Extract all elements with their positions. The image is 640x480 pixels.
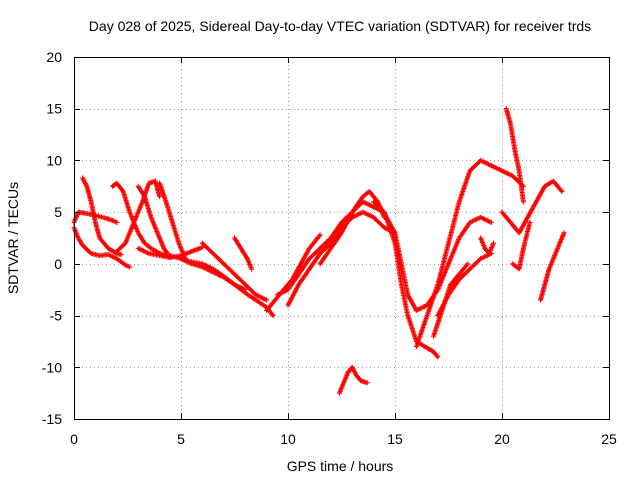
- data-point: [127, 264, 133, 270]
- data-series: [510, 219, 533, 272]
- data-point: [264, 297, 270, 303]
- chart-title: Day 028 of 2025, Sidereal Day-to-day VTE…: [89, 18, 591, 34]
- data-point: [249, 266, 255, 272]
- y-axis-label: SDTVAR / TECUs: [5, 182, 21, 294]
- data-series: [381, 209, 441, 360]
- x-tick-label: 15: [387, 431, 403, 447]
- data-point: [317, 232, 323, 238]
- data-point: [114, 219, 120, 225]
- y-tick-label: -15: [42, 411, 62, 427]
- data-series: [178, 256, 276, 319]
- x-tick-labels: 0 5 10 15 20 25: [70, 431, 617, 447]
- data-point: [118, 252, 124, 258]
- y-tick-label: -5: [50, 308, 63, 324]
- data-series: [199, 240, 270, 303]
- data-series: [264, 232, 323, 313]
- data-point: [527, 219, 533, 225]
- y-tick-label: 5: [54, 204, 62, 220]
- x-axis-label: GPS time / hours: [287, 458, 394, 474]
- x-tick-label: 20: [494, 431, 510, 447]
- data-series: [336, 364, 370, 396]
- y-tick-labels: -15 -10 -5 0 5 10 15 20: [42, 49, 62, 427]
- data-point-interp: [121, 241, 127, 247]
- y-tick-label: 20: [46, 49, 62, 65]
- data-series: [503, 106, 526, 205]
- x-tick-label: 10: [280, 431, 296, 447]
- data-series: [317, 188, 387, 267]
- data-series: [538, 230, 567, 303]
- data-point: [157, 194, 163, 200]
- y-tick-label: 10: [46, 152, 62, 168]
- y-tick-label: 15: [46, 101, 62, 117]
- x-tick-label: 5: [177, 431, 185, 447]
- plot-frame: [74, 57, 610, 420]
- data-point-interp: [434, 353, 440, 359]
- data-point: [561, 230, 567, 236]
- x-tick-label: 25: [601, 431, 617, 447]
- data-point: [490, 240, 496, 246]
- data-point: [520, 199, 526, 205]
- data-point: [465, 261, 471, 267]
- data-point: [559, 188, 565, 194]
- data-point: [364, 380, 370, 386]
- data-point: [270, 313, 276, 319]
- x-tick-label: 0: [70, 431, 78, 447]
- data-series: [478, 235, 496, 257]
- grid-lines: [74, 57, 609, 419]
- data-series: [157, 180, 188, 262]
- data-series: [232, 235, 255, 272]
- data-point: [488, 219, 494, 225]
- y-tick-label: -10: [42, 359, 62, 375]
- data-points: [71, 106, 567, 396]
- data-point: [435, 354, 441, 360]
- data-series: [413, 157, 526, 350]
- axis-ticks: [74, 57, 610, 420]
- data-series: [499, 178, 565, 236]
- y-tick-label: 0: [54, 256, 62, 272]
- data-series: [80, 175, 124, 258]
